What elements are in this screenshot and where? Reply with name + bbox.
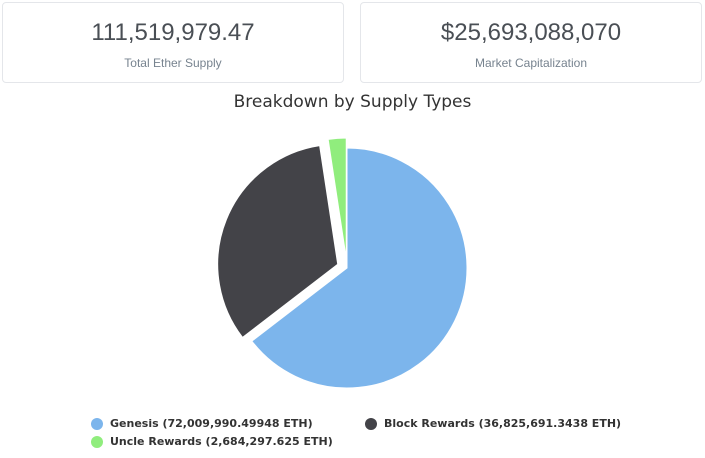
chart-title: Breakdown by Supply Types — [233, 92, 472, 112]
market-cap-card: $25,693,088,070 Market Capitalization — [360, 2, 702, 83]
legend-label: Uncle Rewards (2,684,297.625 ETH) — [110, 435, 333, 448]
pie-slice-uncle-rewards[interactable] — [327, 137, 347, 259]
market-cap-label: Market Capitalization — [474, 56, 588, 70]
pie-slice-block-rewards[interactable] — [217, 145, 339, 339]
legend-marker — [365, 418, 377, 430]
legend-label: Block Rewards (36,825,691.3438 ETH) — [384, 417, 622, 430]
legend-marker — [91, 436, 103, 448]
pie-slice-genesis[interactable] — [251, 147, 468, 389]
legend-marker — [91, 418, 103, 430]
total-supply-card: 111,519,979.47 Total Ether Supply — [2, 2, 344, 83]
legend-label: Genesis (72,009,990.49948 ETH) — [110, 417, 313, 430]
total-supply-value: 111,519,979.47 — [91, 19, 255, 46]
market-cap-value: $25,693,088,070 — [440, 19, 622, 46]
total-supply-label: Total Ether Supply — [124, 56, 222, 70]
